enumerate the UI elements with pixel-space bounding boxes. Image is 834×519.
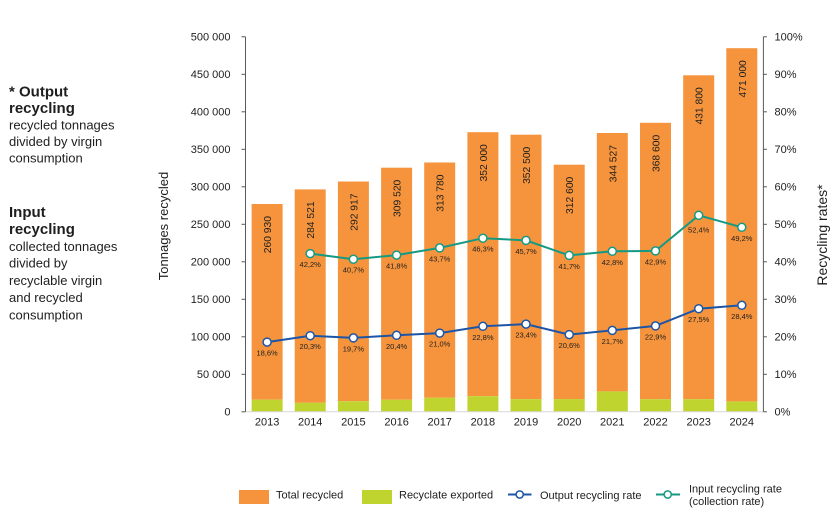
svg-text:2014: 2014 (298, 417, 322, 429)
svg-text:300 000: 300 000 (191, 182, 231, 194)
svg-text:52,4%: 52,4% (688, 225, 710, 234)
svg-text:10%: 10% (775, 369, 797, 381)
svg-text:2020: 2020 (557, 417, 581, 429)
svg-text:2015: 2015 (341, 417, 365, 429)
svg-text:350 000: 350 000 (191, 144, 231, 156)
svg-text:400 000: 400 000 (191, 107, 231, 119)
svg-text:recycled tonnages: recycled tonnages (9, 118, 115, 133)
svg-text:2023: 2023 (686, 417, 710, 429)
svg-text:292 917: 292 917 (349, 193, 360, 230)
svg-text:352 000: 352 000 (479, 144, 490, 181)
svg-text:43,7%: 43,7% (429, 254, 451, 263)
svg-text:200 000: 200 000 (191, 257, 231, 269)
svg-text:23,4%: 23,4% (515, 331, 537, 340)
svg-text:344 527: 344 527 (608, 145, 619, 182)
svg-text:* Output: * Output (9, 83, 68, 100)
svg-text:22,9%: 22,9% (645, 332, 667, 341)
svg-text:divided by: divided by (9, 256, 68, 271)
svg-text:27,5%: 27,5% (688, 315, 710, 324)
svg-text:30%: 30% (775, 294, 797, 306)
svg-text:28,4%: 28,4% (731, 312, 753, 321)
svg-text:19,7%: 19,7% (343, 344, 365, 353)
svg-text:100%: 100% (775, 32, 803, 44)
svg-text:2022: 2022 (643, 417, 667, 429)
svg-text:Output recycling rate: Output recycling rate (540, 490, 642, 502)
svg-text:41,7%: 41,7% (559, 262, 581, 271)
svg-text:21,0%: 21,0% (429, 340, 451, 349)
svg-text:50%: 50% (775, 219, 797, 231)
svg-text:20%: 20% (775, 332, 797, 344)
svg-text:312 600: 312 600 (565, 176, 576, 213)
svg-text:20,4%: 20,4% (386, 342, 408, 351)
svg-text:90%: 90% (775, 69, 797, 81)
svg-text:60%: 60% (775, 182, 797, 194)
svg-text:recycling: recycling (9, 221, 75, 238)
svg-text:80%: 80% (775, 107, 797, 119)
svg-text:42,9%: 42,9% (645, 257, 667, 266)
svg-text:100 000: 100 000 (191, 332, 231, 344)
svg-text:21,7%: 21,7% (602, 337, 624, 346)
svg-text:431 800: 431 800 (695, 87, 706, 124)
svg-text:Tonnages recycled: Tonnages recycled (156, 172, 171, 280)
svg-text:309 520: 309 520 (393, 179, 404, 216)
svg-text:(collection rate): (collection rate) (689, 496, 764, 508)
svg-text:250 000: 250 000 (191, 219, 231, 231)
svg-text:Recyclate exported: Recyclate exported (399, 489, 493, 501)
svg-text:20,3%: 20,3% (300, 342, 322, 351)
svg-text:50 000: 50 000 (197, 369, 231, 381)
svg-text:41,8%: 41,8% (386, 262, 408, 271)
svg-text:352 500: 352 500 (522, 146, 533, 183)
svg-text:45,7%: 45,7% (515, 247, 537, 256)
svg-text:40%: 40% (775, 257, 797, 269)
svg-text:Recycling rates*: Recycling rates* (814, 184, 830, 286)
svg-text:46,3%: 46,3% (472, 245, 494, 254)
svg-text:collected tonnages: collected tonnages (9, 239, 118, 254)
svg-text:284 521: 284 521 (306, 201, 317, 238)
svg-text:42,2%: 42,2% (300, 260, 322, 269)
svg-text:0%: 0% (775, 407, 791, 419)
svg-text:2017: 2017 (427, 417, 451, 429)
svg-text:2021: 2021 (600, 417, 624, 429)
svg-text:consumption: consumption (9, 150, 83, 165)
svg-text:2016: 2016 (384, 417, 408, 429)
svg-text:500 000: 500 000 (191, 32, 231, 44)
svg-text:and recycled: and recycled (9, 290, 83, 305)
svg-text:313 780: 313 780 (436, 174, 447, 211)
svg-text:368 600: 368 600 (652, 135, 663, 172)
svg-text:divided by virgin: divided by virgin (9, 134, 102, 149)
svg-text:22,8%: 22,8% (472, 333, 494, 342)
svg-text:2024: 2024 (730, 417, 754, 429)
svg-text:2018: 2018 (471, 417, 495, 429)
svg-text:40,7%: 40,7% (343, 266, 365, 275)
svg-text:450 000: 450 000 (191, 69, 231, 81)
svg-text:Total recycled: Total recycled (276, 489, 343, 501)
svg-text:20,6%: 20,6% (559, 341, 581, 350)
svg-text:150 000: 150 000 (191, 294, 231, 306)
svg-text:49,2%: 49,2% (731, 234, 753, 243)
svg-text:recycling: recycling (9, 100, 75, 117)
svg-text:Input: Input (9, 204, 46, 221)
svg-text:2013: 2013 (255, 417, 279, 429)
svg-text:Input recycling rate: Input recycling rate (689, 484, 782, 496)
svg-text:70%: 70% (775, 144, 797, 156)
svg-text:18,6%: 18,6% (256, 349, 278, 358)
svg-text:2019: 2019 (514, 417, 538, 429)
svg-text:0: 0 (224, 407, 230, 419)
svg-text:recyclable virgin: recyclable virgin (9, 273, 102, 288)
svg-text:260 930: 260 930 (263, 216, 274, 253)
svg-text:42,8%: 42,8% (602, 258, 624, 267)
svg-text:471 000: 471 000 (738, 60, 749, 97)
svg-text:consumption: consumption (9, 308, 83, 323)
